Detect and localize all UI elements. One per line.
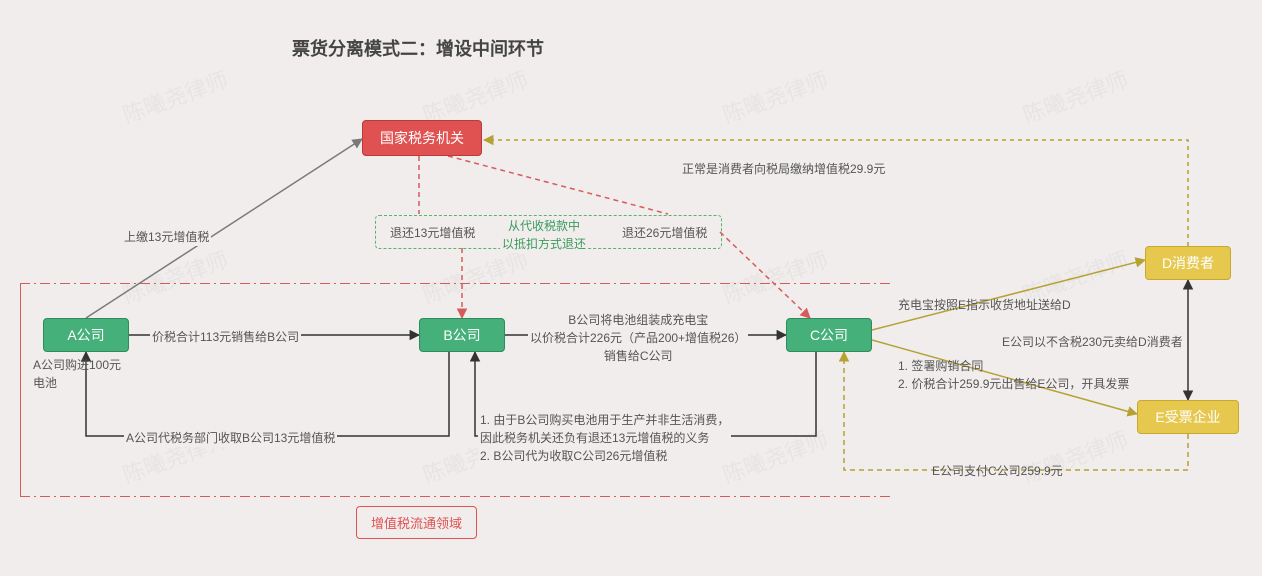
label-refund-26: 退还26元增值税 <box>620 224 709 242</box>
label-upload-tax: 上缴13元增值税 <box>122 228 211 246</box>
watermark: 陈曦尧律师 <box>118 62 232 130</box>
label-consumer-pay: 正常是消费者向税局缴纳增值税29.9元 <box>680 160 887 178</box>
node-invoice-E: E受票企业 <box>1137 400 1239 434</box>
label-C-to-D: 充电宝按照E指示收货地址送给D <box>896 296 1073 314</box>
edge-tax-to-C-1 <box>448 156 668 214</box>
label-A-collect: A公司代税务部门收取B公司13元增值税 <box>124 429 337 447</box>
node-company-C: C公司 <box>786 318 872 352</box>
vat-domain-box <box>20 283 892 497</box>
label-C-to-E: 1. 签署购销合同 2. 价税合计259.9元出售给E公司，开具发票 <box>896 357 1131 393</box>
label-E-to-D: E公司以不含税230元卖给D消费者 <box>1000 333 1185 351</box>
label-refund-mode: 从代收税款中 以抵扣方式退还 <box>500 217 588 253</box>
vat-domain-tag: 增值税流通领域 <box>356 506 477 539</box>
label-E-pay-C: E公司支付C公司259.9元 <box>930 462 1065 480</box>
label-B-to-C: B公司将电池组装成充电宝 以价税合计226元（产品200+增值税26） 销售给C… <box>528 311 748 365</box>
node-consumer-D: D消费者 <box>1145 246 1231 280</box>
node-tax-authority: 国家税务机关 <box>362 120 482 156</box>
label-A-to-B: 价税合计113元销售给B公司 <box>150 328 301 346</box>
watermark: 陈曦尧律师 <box>718 62 832 130</box>
node-company-B: B公司 <box>419 318 505 352</box>
label-B-note: 1. 由于B公司购买电池用于生产并非生活消费， 因此税务机关还负有退还13元增值… <box>478 411 731 465</box>
watermark: 陈曦尧律师 <box>1018 62 1132 130</box>
diagram-title: 票货分离模式二：增设中间环节 <box>292 35 544 61</box>
label-A-desc: A公司购进100元 电池 <box>33 356 121 392</box>
label-refund-13: 退还13元增值税 <box>388 224 477 242</box>
node-company-A: A公司 <box>43 318 129 352</box>
